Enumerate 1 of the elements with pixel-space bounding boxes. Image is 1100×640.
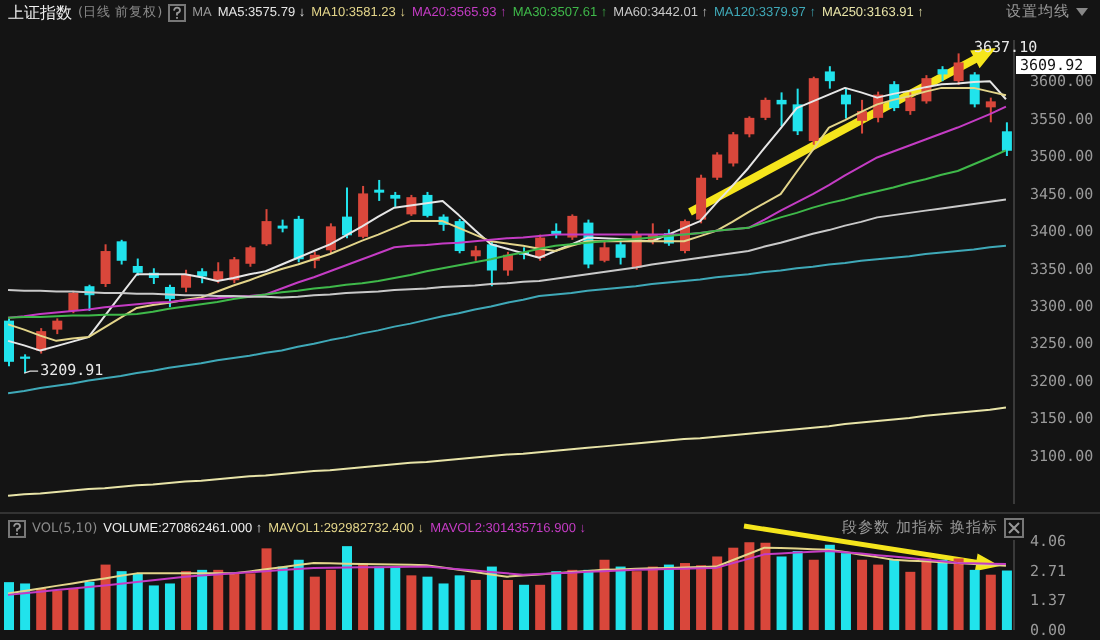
chart-title: 上证指数 [8, 1, 72, 23]
